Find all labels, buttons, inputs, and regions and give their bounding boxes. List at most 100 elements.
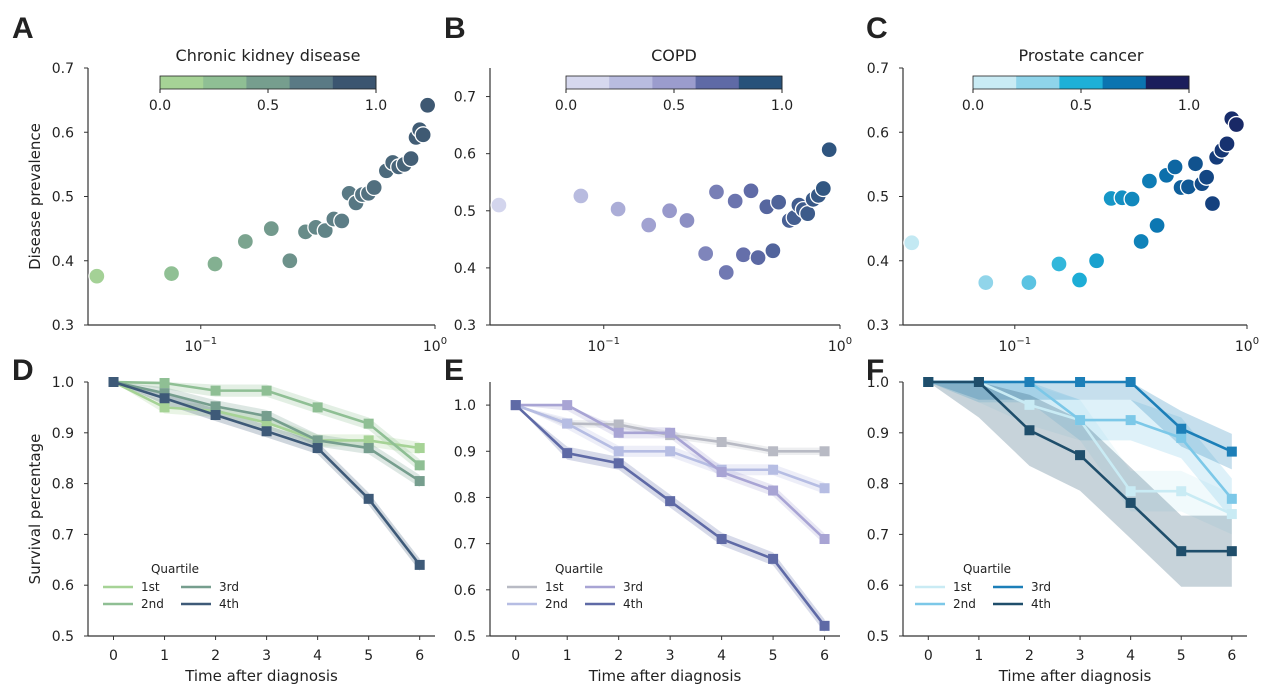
series-marker — [562, 448, 573, 459]
series-marker — [414, 559, 425, 570]
panel-a-scatter: A Chronic kidney disease 0.3 0.4 0.5 0.6 0.7… — [12, 12, 447, 355]
legend-label: 3rd — [219, 580, 239, 594]
scatter-point — [799, 204, 817, 223]
scatter-point — [814, 179, 832, 198]
series-marker — [1075, 377, 1086, 387]
y-axis-label: Survival percentage — [26, 434, 44, 585]
series-marker — [819, 620, 830, 631]
series-marker — [363, 493, 374, 504]
colorbar-segment — [566, 76, 610, 89]
colorbar-segment — [738, 76, 783, 89]
y-tick-label: 0.5 — [867, 629, 889, 645]
confidence-band — [928, 382, 1232, 535]
y-tick-label: 0.9 — [454, 444, 476, 460]
x-tick-label: 100 — [828, 336, 852, 355]
scatter-point — [1197, 168, 1216, 186]
panel-title: Chronic kidney disease — [176, 46, 361, 65]
series-marker — [108, 377, 119, 387]
panel-letter: E — [444, 354, 464, 387]
series-marker — [613, 458, 624, 469]
series-marker — [768, 553, 779, 564]
colorbar-tick-label: 1.0 — [771, 98, 793, 114]
y-tick-label: 0.7 — [52, 527, 74, 543]
scatter-point — [707, 183, 726, 201]
y-tick-label: 0.6 — [52, 125, 74, 141]
series-marker — [716, 534, 727, 545]
y-tick-label: 0.8 — [867, 477, 889, 493]
scatter-point — [572, 187, 590, 205]
series-marker — [1125, 415, 1136, 426]
x-tick-label: 100 — [423, 336, 447, 355]
scatter-point — [414, 126, 432, 144]
panel-title: COPD — [651, 46, 697, 65]
scatter-point — [726, 192, 744, 210]
series-marker — [1176, 546, 1187, 557]
scatter-point — [609, 200, 627, 218]
series-marker — [1226, 446, 1237, 457]
x-tick-label: 10−1 — [184, 336, 217, 355]
y-tick-label: 0.9 — [52, 426, 74, 442]
y-tick-label: 0.6 — [454, 583, 476, 599]
y-tick-label: 0.5 — [52, 629, 74, 645]
series-marker — [613, 446, 624, 457]
colorbar-tick-label: 1.0 — [365, 98, 387, 114]
y-tick-label: 0.6 — [454, 147, 476, 163]
confidence-band — [928, 382, 1232, 520]
series-marker — [1176, 432, 1187, 443]
scatter-point — [1227, 115, 1246, 134]
series-marker — [1226, 509, 1237, 520]
y-tick-label: 0.5 — [454, 629, 476, 645]
scatter-point — [697, 244, 715, 263]
series-marker — [159, 402, 170, 413]
scatter-point — [742, 182, 760, 200]
x-tick-label: 4 — [717, 648, 726, 664]
scatter-point — [1050, 255, 1068, 273]
y-tick-label: 1.0 — [867, 375, 889, 391]
x-tick-label: 3 — [262, 648, 271, 664]
legend-label: 1st — [545, 580, 564, 594]
y-tick-label: 0.8 — [454, 490, 476, 506]
colorbar-segment — [652, 76, 697, 89]
scatter-point — [281, 252, 299, 270]
series-marker — [261, 426, 272, 437]
series-marker — [768, 464, 779, 475]
scatter-point — [1070, 271, 1089, 289]
colorbar-tick-label: 1.0 — [1178, 98, 1200, 114]
x-tick-label: 100 — [1235, 336, 1259, 355]
colorbar-segment — [203, 76, 247, 89]
y-tick-label: 0.7 — [867, 527, 889, 543]
y-tick-label: 0.5 — [454, 204, 476, 220]
x-tick-label: 1 — [563, 648, 572, 664]
y-tick-label: 0.5 — [52, 190, 74, 206]
series-marker — [312, 402, 323, 413]
y-tick-label: 0.5 — [867, 190, 889, 206]
x-tick-label: 1 — [160, 648, 169, 664]
series-marker — [562, 400, 573, 411]
legend-label: 4th — [1031, 597, 1051, 611]
scatter-point — [1166, 158, 1184, 176]
scatter-point — [1218, 135, 1236, 153]
x-tick-label: 6 — [415, 648, 424, 664]
series-marker — [768, 485, 779, 496]
series-marker — [613, 419, 624, 430]
scatter-point — [678, 211, 696, 230]
colorbar-segment — [1059, 76, 1104, 89]
colorbar-segment — [246, 76, 291, 89]
series-marker — [716, 467, 727, 478]
x-axis-label: Time after diagnosis — [998, 667, 1152, 685]
y-tick-label: 0.3 — [52, 318, 74, 334]
y-axis-label: Disease prevalence — [26, 123, 44, 270]
scatter-point — [660, 202, 679, 220]
legend-label: 2nd — [141, 597, 164, 611]
series-marker — [1075, 415, 1086, 426]
series-marker — [1024, 425, 1035, 436]
series-marker — [613, 427, 624, 438]
panel-title: Prostate cancer — [1019, 46, 1144, 65]
panel-f-survival: F 0.5 0.6 0.7 0.8 0.9 1.0 0 1 2 3 4 5 6 Time after di… — [866, 354, 1247, 685]
colorbar-tick-label: 0.5 — [257, 98, 279, 114]
legend-label: 2nd — [953, 597, 976, 611]
x-tick-label: 6 — [1227, 648, 1236, 664]
panel-e-survival: E 0.5 0.6 0.7 0.8 0.9 1.0 0 1 2 3 4 5 6 Time after di… — [444, 354, 840, 685]
colorbar-tick-label: 0.0 — [149, 98, 171, 114]
scatter-point — [365, 178, 383, 197]
